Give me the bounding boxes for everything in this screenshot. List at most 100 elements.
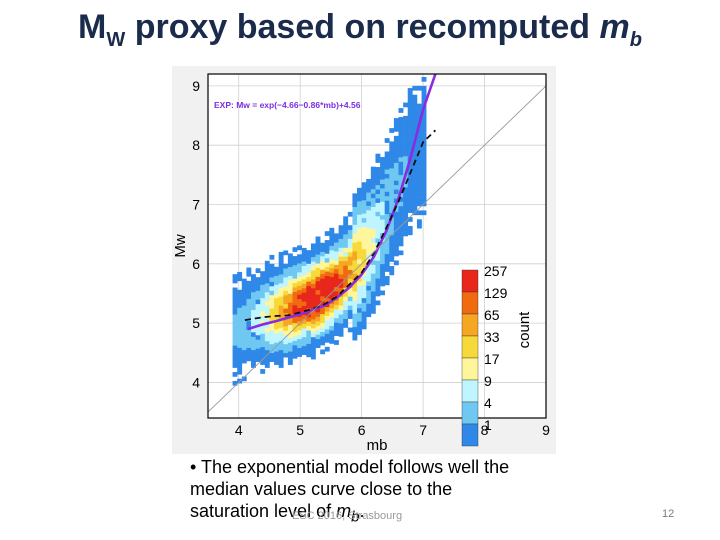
heatmap-cell bbox=[324, 346, 330, 352]
heatmap-cell bbox=[241, 349, 247, 355]
heatmap-cell bbox=[357, 254, 362, 260]
heatmap-cell bbox=[375, 278, 381, 283]
heatmap-cell bbox=[361, 289, 367, 294]
heatmap-cell bbox=[246, 329, 252, 335]
heatmap-cell bbox=[324, 248, 330, 254]
heatmap-cell bbox=[375, 264, 381, 270]
heatmap-cell bbox=[301, 332, 307, 338]
heatmap-cell bbox=[310, 261, 316, 267]
heatmap-cell bbox=[260, 293, 266, 299]
heatmap-cell bbox=[246, 320, 252, 326]
heatmap-cell bbox=[287, 342, 293, 348]
heatmap-cell bbox=[292, 278, 298, 284]
heatmap-cell bbox=[357, 210, 362, 215]
heatmap-cell bbox=[333, 304, 339, 310]
heatmap-cell bbox=[310, 296, 316, 302]
heatmap-cell bbox=[375, 207, 381, 212]
heatmap-cell bbox=[292, 353, 298, 359]
heatmap-cell bbox=[389, 225, 395, 231]
heatmap-cell bbox=[269, 290, 275, 296]
heatmap-cell bbox=[237, 365, 243, 371]
heatmap-cell bbox=[347, 300, 353, 306]
heatmap-cell bbox=[357, 205, 362, 211]
heatmap-cell bbox=[375, 282, 381, 288]
heatmap-cell bbox=[297, 343, 303, 349]
heatmap-cell bbox=[329, 263, 335, 269]
heatmap-cell bbox=[269, 308, 275, 314]
heatmap-cell bbox=[269, 277, 275, 282]
heatmap-cell bbox=[310, 292, 316, 298]
heatmap-cell bbox=[287, 329, 293, 334]
heatmap-cell bbox=[260, 342, 266, 348]
heatmap-cell bbox=[255, 303, 261, 309]
heatmap-cell bbox=[398, 241, 404, 247]
heatmap-cell bbox=[407, 137, 413, 142]
heatmap-cell bbox=[338, 296, 344, 302]
heatmap-cell bbox=[315, 338, 321, 344]
heatmap-cell bbox=[264, 283, 270, 288]
heatmap-cell bbox=[352, 233, 358, 239]
heatmap-cell bbox=[375, 251, 381, 257]
model-equation: EXP: Mw = exp(−4.66−0.86*mb)+4.56 bbox=[214, 100, 361, 110]
heatmap-cell bbox=[338, 251, 344, 257]
heatmap-cell bbox=[297, 280, 303, 286]
heatmap-cell bbox=[333, 273, 339, 279]
heatmap-cell bbox=[338, 287, 344, 293]
heatmap-cell bbox=[310, 323, 316, 329]
heatmap-cell bbox=[398, 130, 404, 136]
heatmap-cell bbox=[269, 317, 275, 322]
heatmap-cell bbox=[380, 281, 385, 287]
heatmap-cell bbox=[384, 276, 390, 281]
heatmap-cell bbox=[237, 298, 243, 304]
heatmap-cell bbox=[237, 307, 243, 313]
heatmap-cell bbox=[361, 240, 367, 245]
heatmap-cell bbox=[370, 242, 376, 248]
heatmap-cell bbox=[278, 332, 284, 337]
heatmap-cell bbox=[361, 324, 367, 330]
heatmap-cell bbox=[292, 260, 298, 266]
heatmap-cell bbox=[380, 272, 385, 278]
heatmap-cell bbox=[343, 318, 349, 324]
heatmap-cell bbox=[232, 274, 238, 279]
heatmap-cell bbox=[301, 274, 307, 280]
heatmap-cell bbox=[278, 260, 284, 266]
heatmap-cell bbox=[421, 174, 427, 180]
heatmap-cell bbox=[338, 238, 344, 244]
heatmap-cell bbox=[287, 337, 293, 343]
heatmap-cell bbox=[251, 323, 256, 328]
heatmap-cell bbox=[398, 148, 404, 153]
heatmap-cell bbox=[237, 356, 243, 362]
heatmap-cell bbox=[403, 204, 409, 210]
heatmap-cell bbox=[384, 258, 390, 263]
heatmap-cell bbox=[306, 343, 312, 349]
heatmap-cell bbox=[421, 90, 427, 96]
heatmap-cell bbox=[232, 358, 238, 364]
heatmap-cell bbox=[398, 192, 404, 198]
one-to-one-line bbox=[207, 85, 547, 413]
heatmap-cell bbox=[352, 202, 358, 208]
heatmap-cell bbox=[407, 203, 413, 209]
heatmap-cell bbox=[407, 163, 413, 169]
heatmap-cell bbox=[389, 190, 395, 196]
heatmap-cell bbox=[251, 300, 256, 306]
heatmap-cell bbox=[361, 200, 367, 205]
heatmap-cell bbox=[269, 268, 275, 273]
heatmap-cell bbox=[274, 346, 279, 352]
heatmap-cell bbox=[269, 294, 275, 300]
mw-mb-heatmap-chart: 4 5 6 7 8 9 4 5 6 7 8 9 mb Mw EXP: Mw = exp(−4.66−0… bbox=[172, 66, 556, 454]
heatmap-cell bbox=[389, 257, 395, 262]
heatmap-cell bbox=[329, 258, 335, 264]
heatmap-cell bbox=[361, 235, 367, 241]
heatmap-cell bbox=[255, 312, 261, 318]
heatmap-cell bbox=[412, 197, 418, 202]
heatmap-cell bbox=[403, 133, 409, 139]
heatmap-cell bbox=[421, 210, 427, 216]
heatmap-cell bbox=[278, 340, 284, 346]
heatmap-cell bbox=[297, 272, 303, 277]
heatmap-cell bbox=[292, 309, 298, 315]
heatmap-cell bbox=[278, 305, 284, 311]
heatmap-cell bbox=[274, 289, 279, 294]
heatmap-cell bbox=[416, 103, 422, 109]
heatmap-cell bbox=[255, 339, 261, 345]
heatmap-cell bbox=[407, 181, 413, 187]
